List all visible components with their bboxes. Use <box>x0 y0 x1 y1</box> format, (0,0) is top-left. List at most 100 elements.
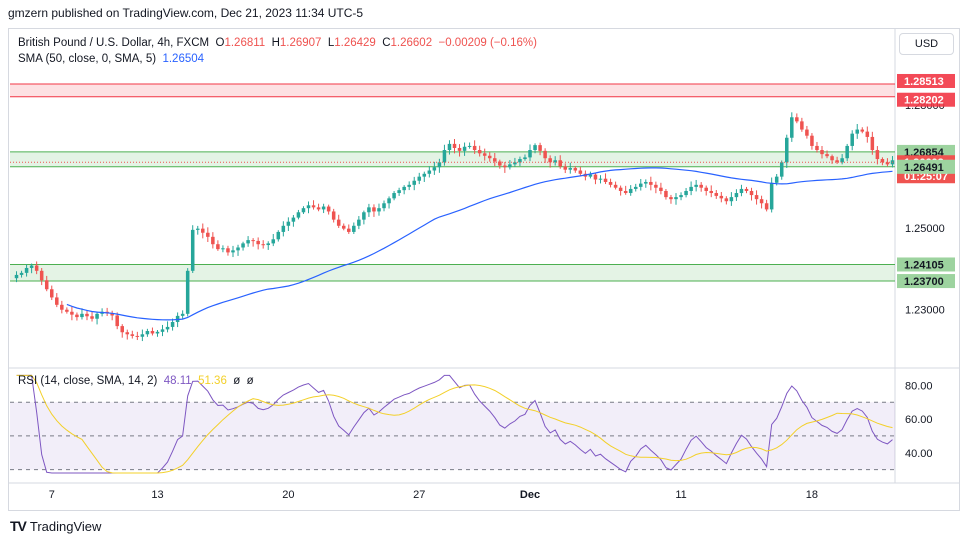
high-label: H <box>271 37 280 49</box>
candle <box>528 150 532 158</box>
tradingview-branding: TV TradingView <box>10 518 101 534</box>
candle <box>402 186 406 191</box>
candle <box>447 143 452 151</box>
rsi-legend: RSI (14, close, SMA, 14, 2) 48.11 51.36 … <box>18 375 254 387</box>
sma-line: SMA (50, close, 0, SMA, 5) 1.26504 <box>18 51 537 67</box>
candle <box>452 143 457 148</box>
candle <box>150 331 155 334</box>
candle <box>331 211 336 220</box>
candle <box>593 174 598 180</box>
candle <box>336 219 341 226</box>
candle <box>699 184 703 188</box>
candle <box>60 304 64 310</box>
rsi-label[interactable]: RSI (14, close, SMA, 14, 2) <box>18 375 158 387</box>
symbol-name[interactable]: British Pound / U.S. Dollar, 4h, FXCM <box>18 37 210 49</box>
publish-info: gmzern published on TradingView.com, Dec… <box>8 6 364 20</box>
candle <box>286 221 291 226</box>
candle <box>633 186 638 189</box>
candle <box>754 195 759 200</box>
candle <box>664 190 668 198</box>
time-axis-tick: 7 <box>49 489 55 501</box>
candle <box>477 150 482 154</box>
candle <box>296 212 301 218</box>
candle <box>513 162 517 165</box>
candle <box>558 160 562 167</box>
price-axis-tick: 1.23000 <box>905 305 945 317</box>
price-label-text: 1.28202 <box>904 95 944 107</box>
candle <box>140 334 145 337</box>
candle <box>689 186 693 191</box>
candle <box>830 156 834 161</box>
candle <box>130 334 135 336</box>
tradingview-logo-icon: TV <box>10 518 27 534</box>
candle <box>65 309 69 312</box>
candle <box>211 236 215 245</box>
candle <box>306 205 311 209</box>
open-value: 1.26811 <box>224 37 266 49</box>
candle <box>875 150 880 160</box>
candle <box>422 173 427 177</box>
candle <box>276 231 281 240</box>
candle <box>739 188 744 194</box>
candle <box>85 313 89 317</box>
rsi-line <box>16 374 893 474</box>
price-axis-tick: 1.25000 <box>905 223 945 235</box>
sma-label[interactable]: SMA (50, close, 0, SMA, 5) <box>18 53 157 65</box>
tradingview-name: TradingView <box>29 518 102 534</box>
candle <box>588 174 593 177</box>
candle <box>246 240 250 244</box>
candle <box>120 326 124 333</box>
candle <box>125 332 130 335</box>
candle <box>674 197 678 200</box>
rsi-axis-tick: 60.00 <box>905 414 933 426</box>
candle <box>90 316 94 319</box>
candle <box>785 137 789 163</box>
candle <box>790 117 794 138</box>
candle <box>543 150 547 159</box>
candle <box>800 121 804 130</box>
price-label-zone-red: 1.28202 <box>897 92 955 107</box>
candle <box>316 207 321 210</box>
candle <box>241 243 245 248</box>
candle <box>603 178 608 182</box>
price-label-bg <box>897 73 955 88</box>
price-label-zone-green: 1.26491 <box>897 159 955 174</box>
candle <box>417 176 422 181</box>
candle <box>49 289 54 298</box>
candle <box>724 198 729 202</box>
candle <box>639 183 643 187</box>
candle <box>251 240 255 242</box>
candle <box>206 232 210 237</box>
candle <box>291 217 296 222</box>
candle <box>392 193 396 199</box>
sma-value: 1.26504 <box>162 53 205 65</box>
candle <box>170 322 175 327</box>
price-label-zone-green: 1.23700 <box>897 274 955 289</box>
candle <box>201 228 205 233</box>
rsi-value: 48.11 <box>163 375 192 387</box>
price-label-zone-red: 1.28513 <box>897 73 955 88</box>
candle <box>805 129 809 136</box>
candle <box>457 147 462 151</box>
candle <box>271 239 276 244</box>
currency-button[interactable]: USD <box>899 33 954 55</box>
chart-frame <box>8 28 960 511</box>
candle <box>850 133 854 146</box>
candle <box>39 270 44 281</box>
candle <box>613 184 618 188</box>
candle <box>311 205 316 208</box>
candle <box>714 193 719 196</box>
candle <box>190 229 195 271</box>
candle <box>508 164 512 168</box>
time-axis-tick: 20 <box>282 489 294 501</box>
candle <box>437 162 442 168</box>
close-label: C <box>382 37 391 49</box>
candle <box>80 313 84 318</box>
candle <box>110 312 114 316</box>
price-legend: British Pound / U.S. Dollar, 4h, FXCM O1… <box>18 35 537 67</box>
price-label-text: 1.28513 <box>904 76 944 88</box>
candle <box>538 145 542 151</box>
candle <box>372 207 376 212</box>
candle <box>493 158 497 162</box>
